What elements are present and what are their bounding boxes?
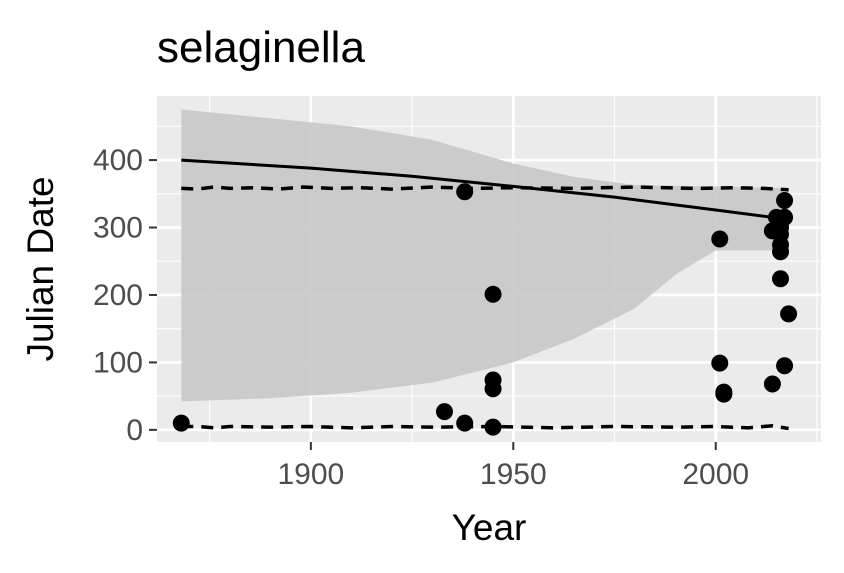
data-point [772,243,790,261]
data-point [776,357,794,375]
data-point [456,183,474,201]
y-tick-label: 300 [93,212,143,245]
data-point [172,414,190,432]
fit-line [181,158,789,221]
x-axis: 1900 1950 2000 [277,442,749,491]
points-layer [172,183,798,436]
data-point [715,385,733,403]
data-point [780,305,798,323]
y-axis: 0 100 200 300 400 [93,144,157,447]
y-tick-label: 0 [126,414,143,447]
y-tick-label: 400 [93,144,143,177]
data-point [776,192,794,210]
y-tick-label: 100 [93,346,143,379]
confidence-band [181,109,789,402]
data-point [711,230,729,248]
data-point [456,414,474,432]
data-point [484,285,502,303]
x-axis-label: Year [452,507,527,548]
x-tick-label: 1950 [480,458,547,491]
data-point [776,208,794,226]
data-point [763,375,781,393]
data-point [772,270,790,288]
x-tick-label: 2000 [682,458,749,491]
data-point [435,403,453,421]
y-tick-label: 200 [93,279,143,312]
data-point [711,354,729,372]
data-point [484,418,502,436]
y-axis-label: Julian Date [20,176,61,361]
data-point [484,380,502,398]
chart-title: selaginella [157,23,365,72]
upper-dashed-line [181,185,789,192]
x-tick-label: 1900 [277,458,344,491]
lower-dashed-line [181,424,789,431]
